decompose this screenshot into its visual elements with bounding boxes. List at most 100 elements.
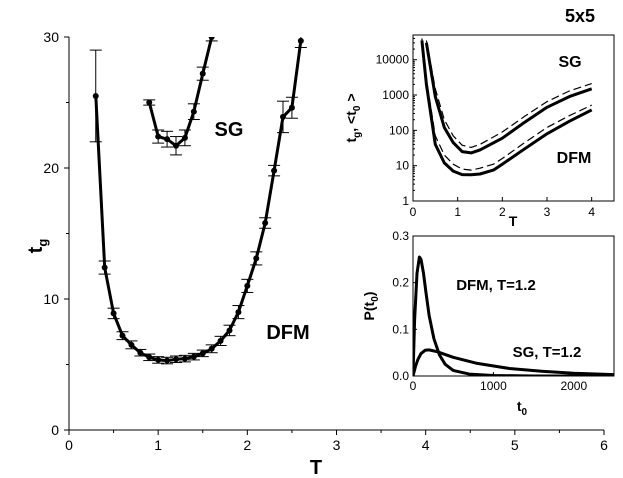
series-line-sg-t-1-2 <box>413 348 614 376</box>
y-axis-label-sub: g <box>352 132 363 138</box>
series-line-sg-t-g <box>424 42 593 155</box>
y-axis-label-main: t <box>25 246 47 253</box>
x-tick-label: 0 <box>410 205 417 219</box>
series-line-sg <box>147 37 214 148</box>
y-axis-label-part: , <t <box>343 111 359 132</box>
data-point <box>181 355 188 362</box>
y-axis-label: tg <box>25 239 50 254</box>
y-tick-label: 20 <box>43 160 59 176</box>
y-tick-label: 0.1 <box>392 322 409 336</box>
x-tick-label: 2000 <box>560 379 587 393</box>
annotation-dfm: DFM <box>266 322 309 344</box>
data-point <box>101 264 108 271</box>
x-tick-label: 4 <box>422 437 430 453</box>
y-axis-label-sub: g <box>35 239 50 247</box>
data-point <box>199 70 206 77</box>
data-point <box>181 134 188 141</box>
annotation-sg: SG <box>558 54 581 71</box>
y-axis-label-part: t <box>343 138 359 143</box>
data-point <box>253 255 260 262</box>
y-axis-label-sub: 0 <box>370 296 381 302</box>
data-point <box>146 354 153 361</box>
y-tick-label: 1000 <box>382 88 409 102</box>
data-point <box>164 357 171 364</box>
data-point <box>164 136 171 143</box>
data-point <box>235 309 242 316</box>
data-point <box>137 349 144 356</box>
y-tick-label: 0.0 <box>392 369 409 383</box>
data-point <box>217 337 224 344</box>
x-tick-label: 0 <box>65 437 73 453</box>
inset-bottom-frame <box>412 235 615 377</box>
data-point <box>262 220 269 227</box>
x-axis-label: T <box>310 457 322 478</box>
x-tick-label: 2 <box>499 205 506 219</box>
data-point <box>155 133 162 140</box>
data-point <box>119 332 126 339</box>
x-axis-label: t0 <box>517 398 528 418</box>
data-point <box>244 282 251 289</box>
annotation-sg: SG <box>215 119 244 141</box>
x-tick-label: 1 <box>454 205 461 219</box>
x-tick-label: 3 <box>333 437 341 453</box>
x-tick-label: 1000 <box>480 379 507 393</box>
x-tick-label: 6 <box>600 437 608 453</box>
data-point <box>190 353 197 360</box>
y-axis-label: P(t0) <box>361 292 381 321</box>
y-axis-label-part: > <box>343 93 359 105</box>
data-point <box>226 327 233 334</box>
y-axis-label-sub: 0 <box>352 105 363 111</box>
corner-label: 5x5 <box>565 6 595 26</box>
y-tick-label: 10 <box>43 291 59 307</box>
series-dfm <box>89 37 307 365</box>
y-tick-label: 30 <box>43 29 59 45</box>
data-point <box>155 356 162 363</box>
x-tick-label: 3 <box>544 205 551 219</box>
series-line-sg-t-0- <box>425 40 592 148</box>
data-point <box>199 350 206 357</box>
data-point <box>128 341 135 348</box>
y-axis-label-main: P(t <box>361 301 377 320</box>
series-line-dfm-t-0- <box>421 38 592 171</box>
y-tick-label: 10000 <box>376 53 410 67</box>
x-tick-label: 0 <box>410 379 417 393</box>
y-axis-label-close: ) <box>361 292 377 297</box>
y-axis-label: tg, <t0 > <box>343 93 363 142</box>
series-line-dfm-t-1-2 <box>413 255 614 376</box>
y-tick-label: 100 <box>389 123 409 137</box>
series-sg <box>143 37 218 156</box>
series-line-dfm-t-g <box>420 40 593 177</box>
y-tick-label: 0.3 <box>392 229 409 243</box>
data-point <box>110 310 117 317</box>
data-point <box>288 104 295 111</box>
data-point <box>173 142 179 149</box>
annotation-dfm: DFM <box>557 150 592 167</box>
y-tick-label: 1 <box>402 194 409 208</box>
inset-top-frame <box>412 34 615 202</box>
annotation-sg: SG, T=1.2 <box>513 344 582 361</box>
x-tick-label: 5 <box>511 437 519 453</box>
annotation-dfm: DFM, T=1.2 <box>456 277 536 294</box>
data-point <box>146 99 153 106</box>
x-tick-label: 2 <box>243 437 251 453</box>
y-tick-label: 0.2 <box>392 276 409 290</box>
y-tick-label: 10 <box>396 159 410 173</box>
data-point <box>271 167 278 174</box>
data-point <box>208 345 215 352</box>
x-axis-label-main: t <box>517 398 522 414</box>
x-axis-label: T <box>509 213 518 229</box>
x-tick-label: 1 <box>154 437 162 453</box>
data-point <box>190 108 197 115</box>
data-point <box>297 37 304 44</box>
x-axis-label-sub: 0 <box>522 407 528 418</box>
data-point <box>92 92 99 99</box>
data-point <box>173 356 179 363</box>
data-point <box>280 113 286 120</box>
x-tick-label: 4 <box>588 205 595 219</box>
y-tick-label: 0 <box>51 422 59 438</box>
data-point <box>208 37 215 40</box>
